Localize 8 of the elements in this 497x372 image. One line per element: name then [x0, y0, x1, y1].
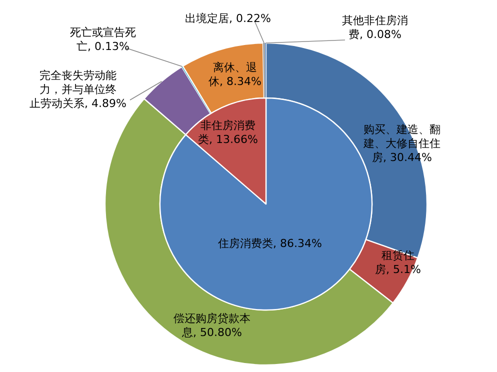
slice-label: 离休、退休, 8.34%	[208, 61, 262, 89]
slice-label: 住房消费类, 86.34%	[218, 237, 322, 251]
slice-label: 出境定居, 0.22%	[185, 12, 271, 26]
slice-label: 完全丧失劳动能力，并与单位终止劳动关系, 4.89%	[30, 69, 126, 111]
slice-label: 其他非住房消费, 0.08%	[342, 14, 408, 42]
slice-label: 偿还购房贷款本息, 50.80%	[174, 312, 250, 340]
slice-label: 非住房消费类, 13.66%	[198, 119, 258, 147]
slice-label: 死亡或宣告死亡, 0.13%	[70, 26, 136, 54]
